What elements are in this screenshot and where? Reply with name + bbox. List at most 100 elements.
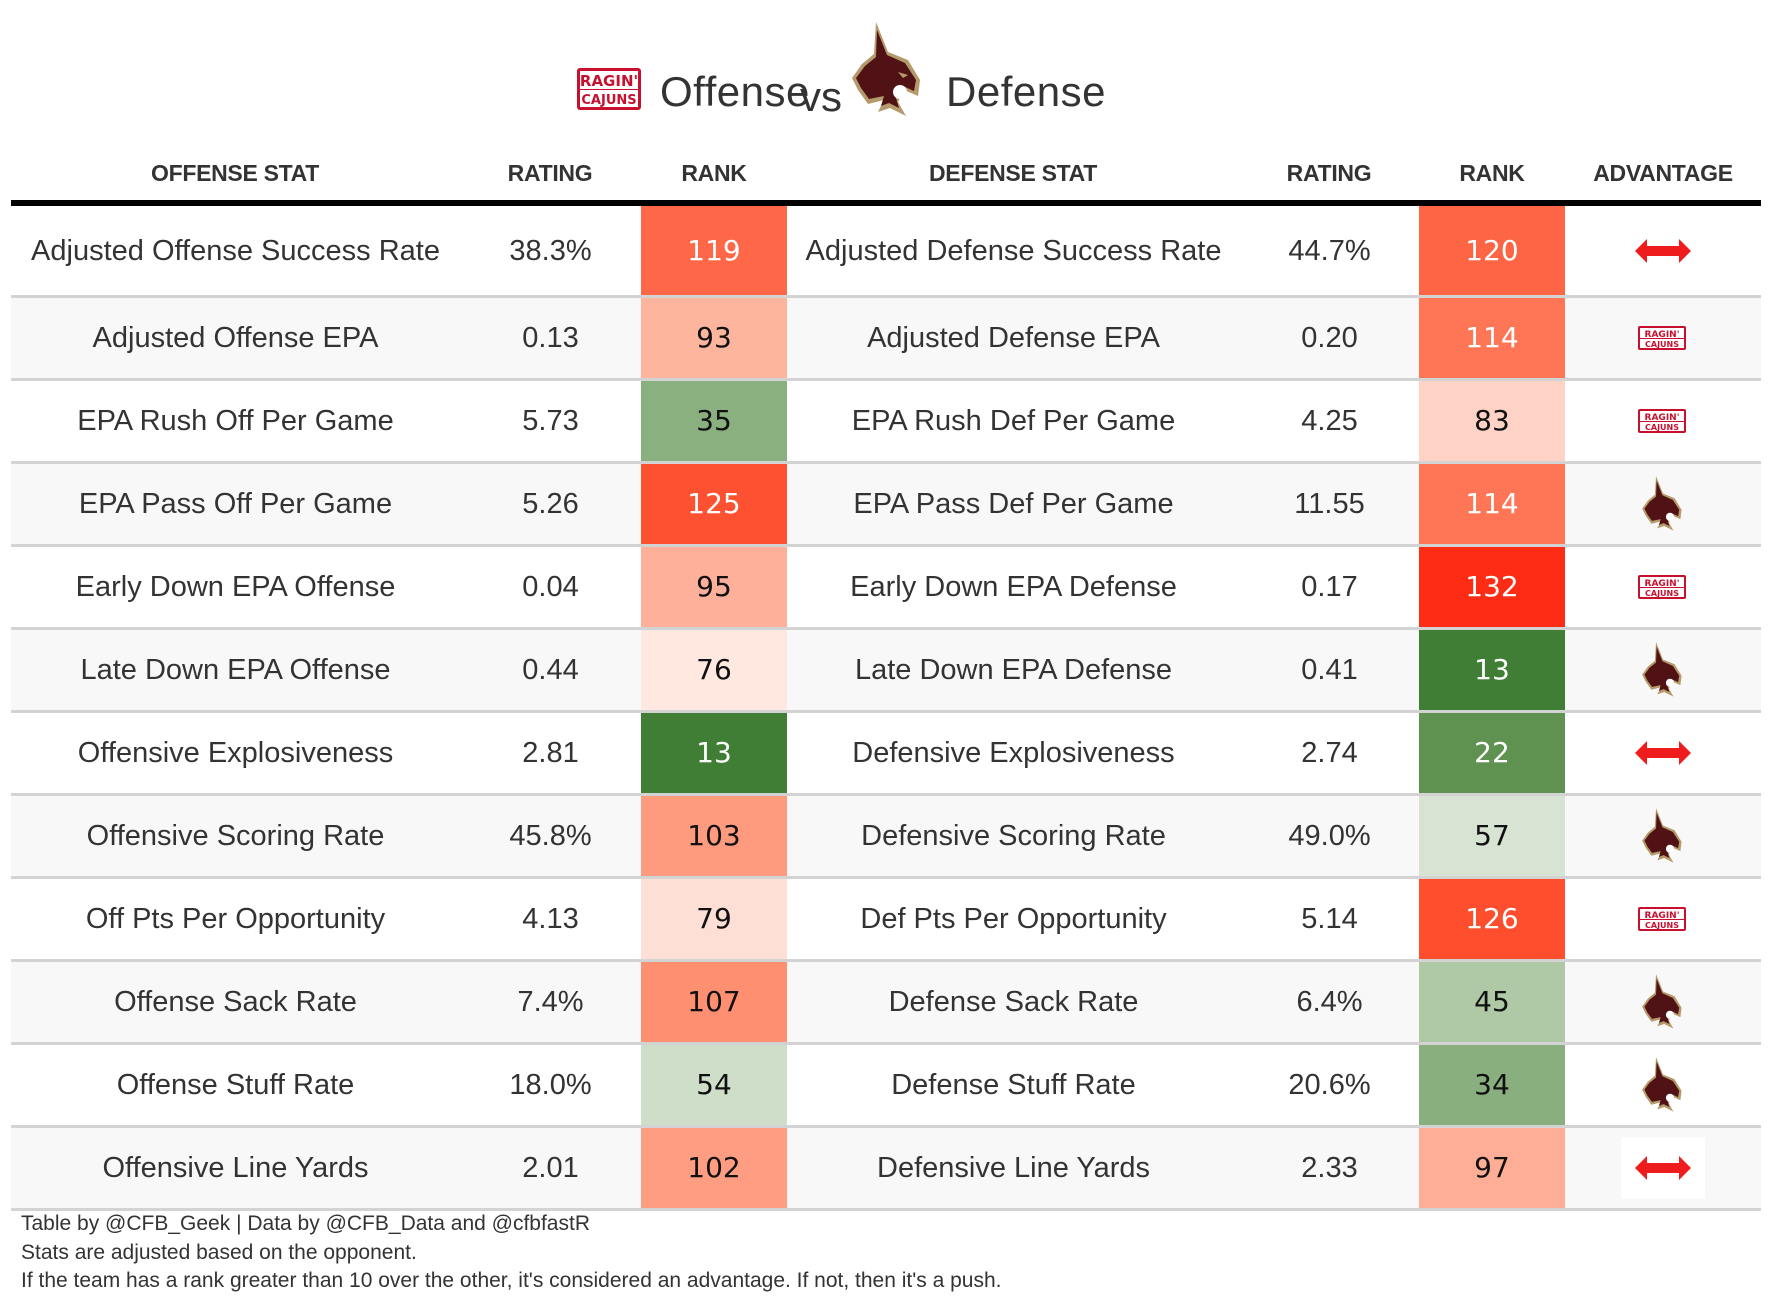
offense-rank: 107 bbox=[641, 962, 787, 1042]
table-row: Early Down EPA Offense 0.04 95 Early Down E… bbox=[11, 547, 1761, 630]
defense-rating: 2.33 bbox=[1301, 1152, 1358, 1184]
ragin-cajuns-logo-icon: RAGIN' CAJUNS bbox=[1621, 888, 1705, 950]
defense-rating: 2.74 bbox=[1301, 737, 1358, 769]
table-row: Adjusted Offense Success Rate 38.3% 119 Adj… bbox=[11, 206, 1761, 298]
offense-rank: 93 bbox=[641, 298, 787, 378]
defense-rating: 11.55 bbox=[1294, 488, 1365, 520]
offense-stat-name: Offensive Line Yards bbox=[102, 1152, 369, 1184]
offense-rating: 5.26 bbox=[522, 488, 579, 520]
advantage-cell bbox=[1565, 962, 1761, 1042]
offense-rank: 102 bbox=[641, 1128, 787, 1208]
footer-notes: Table by @CFB_Geek | Data by @CFB_Data a… bbox=[21, 1210, 1001, 1296]
header-offense-rating: RATING bbox=[507, 160, 593, 186]
defense-rank: 45 bbox=[1419, 962, 1565, 1042]
offense-stat-name: Offense Stuff Rate bbox=[116, 1069, 355, 1101]
offense-rating: 18.0% bbox=[509, 1069, 592, 1101]
advantage-cell bbox=[1565, 796, 1761, 876]
defense-rank: 22 bbox=[1419, 713, 1565, 793]
defense-stat-name: EPA Pass Def Per Game bbox=[853, 488, 1174, 520]
defense-stat-name: EPA Rush Def Per Game bbox=[851, 405, 1176, 437]
defense-rank: 126 bbox=[1419, 879, 1565, 959]
defense-rank: 114 bbox=[1419, 298, 1565, 378]
svg-text:RAGIN': RAGIN' bbox=[1645, 911, 1680, 921]
bobcat-logo-icon bbox=[1621, 639, 1705, 701]
table-row: Offense Stuff Rate 18.0% 54 Defense Stuff R… bbox=[11, 1045, 1761, 1128]
table-row: EPA Pass Off Per Game 5.26 125 EPA Pass Def… bbox=[11, 464, 1761, 547]
matchup-table: OFFENSE STAT RATING RANK DEFENSE STAT RA… bbox=[11, 152, 1761, 1211]
push-arrow-icon bbox=[1621, 1137, 1705, 1199]
offense-rating: 2.81 bbox=[522, 737, 579, 769]
table-header: OFFENSE STAT RATING RANK DEFENSE STAT RA… bbox=[11, 152, 1761, 206]
offense-rank: 125 bbox=[641, 464, 787, 544]
svg-text:CAJUNS: CAJUNS bbox=[1645, 921, 1679, 930]
svg-text:RAGIN': RAGIN' bbox=[1645, 579, 1680, 589]
offense-stat-name: Adjusted Offense Success Rate bbox=[31, 234, 440, 267]
defense-title: Defense bbox=[946, 68, 1106, 115]
offense-rating: 0.04 bbox=[522, 571, 579, 603]
offense-rating: 0.13 bbox=[522, 322, 579, 354]
header-defense-stat: DEFENSE STAT bbox=[928, 160, 1098, 186]
header-offense-rank: RANK bbox=[681, 160, 747, 186]
advantage-cell: RAGIN' CAJUNS bbox=[1565, 547, 1761, 627]
header-defense-rating: RATING bbox=[1286, 160, 1372, 186]
defense-rating: 44.7% bbox=[1288, 234, 1371, 267]
defense-stat-name: Defensive Explosiveness bbox=[852, 737, 1175, 769]
advantage-cell: RAGIN' CAJUNS bbox=[1565, 381, 1761, 461]
offense-rank: 13 bbox=[641, 713, 787, 793]
offense-stat-name: Offensive Explosiveness bbox=[77, 737, 394, 769]
table-row: Late Down EPA Offense 0.44 76 Late Down EPA… bbox=[11, 630, 1761, 713]
offense-rating: 45.8% bbox=[509, 820, 592, 852]
offense-stat-name: Late Down EPA Offense bbox=[80, 654, 391, 686]
svg-text:CAJUNS: CAJUNS bbox=[1645, 589, 1679, 598]
defense-rank: 114 bbox=[1419, 464, 1565, 544]
offense-rating: 7.4% bbox=[517, 986, 584, 1018]
ragin-cajuns-logo-icon: RAGIN' CAJUNS bbox=[1621, 390, 1705, 452]
defense-rank: 120 bbox=[1419, 206, 1565, 295]
defense-stat-name: Early Down EPA Defense bbox=[850, 571, 1177, 603]
offense-rank: 95 bbox=[641, 547, 787, 627]
defense-stat-name: Adjusted Defense Success Rate bbox=[805, 234, 1222, 267]
bobcat-logo-icon bbox=[1621, 805, 1705, 867]
offense-rank: 35 bbox=[641, 381, 787, 461]
footer-credit: Table by @CFB_Geek | Data by @CFB_Data a… bbox=[21, 1212, 590, 1235]
advantage-cell: RAGIN' CAJUNS bbox=[1565, 298, 1761, 378]
advantage-cell: RAGIN' CAJUNS bbox=[1565, 879, 1761, 959]
vs-label: vs bbox=[800, 73, 842, 120]
table-body: Adjusted Offense Success Rate 38.3% 119 Adj… bbox=[11, 206, 1761, 1211]
svg-text:CAJUNS: CAJUNS bbox=[1645, 423, 1679, 432]
advantage-cell bbox=[1565, 464, 1761, 544]
header-defense-rank: RANK bbox=[1459, 160, 1525, 186]
offense-stat-name: Offense Sack Rate bbox=[114, 986, 357, 1018]
advantage-cell bbox=[1565, 630, 1761, 710]
table-row: Offensive Scoring Rate 45.8% 103 Defensive … bbox=[11, 796, 1761, 879]
defense-stat-name: Def Pts Per Opportunity bbox=[860, 903, 1167, 935]
table-row: Offense Sack Rate 7.4% 107 Defense Sack Rat… bbox=[11, 962, 1761, 1045]
advantage-cell bbox=[1565, 1045, 1761, 1125]
offense-stat-name: Offensive Scoring Rate bbox=[86, 820, 385, 852]
offense-stat-name: EPA Rush Off Per Game bbox=[77, 405, 394, 437]
push-arrow-icon bbox=[1621, 722, 1705, 784]
push-arrow-icon bbox=[1621, 220, 1705, 282]
defense-rating: 0.20 bbox=[1301, 322, 1358, 354]
defense-rank: 97 bbox=[1419, 1128, 1565, 1208]
bobcat-logo-icon bbox=[848, 20, 928, 120]
defense-rating: 6.4% bbox=[1296, 986, 1363, 1018]
offense-stat-name: Adjusted Offense EPA bbox=[92, 322, 379, 354]
svg-text:CAJUNS: CAJUNS bbox=[1645, 340, 1679, 349]
advantage-cell bbox=[1565, 713, 1761, 793]
footer-adjustment-note: Stats are adjusted based on the opponent… bbox=[21, 1240, 417, 1264]
svg-text:CAJUNS: CAJUNS bbox=[581, 93, 636, 108]
advantage-cell bbox=[1565, 206, 1761, 295]
defense-rank: 34 bbox=[1419, 1045, 1565, 1125]
table-title: RAGIN' CAJUNS Offense vs Defense bbox=[0, 18, 1770, 128]
header-offense-stat: OFFENSE STAT bbox=[150, 160, 320, 186]
bobcat-logo-icon bbox=[1621, 473, 1705, 535]
defense-rating: 5.14 bbox=[1301, 903, 1358, 935]
defense-rating: 0.41 bbox=[1301, 654, 1358, 686]
defense-stat-name: Defensive Scoring Rate bbox=[861, 820, 1166, 852]
defense-stat-name: Late Down EPA Defense bbox=[854, 654, 1173, 686]
svg-text:RAGIN': RAGIN' bbox=[580, 72, 638, 90]
defense-rating: 20.6% bbox=[1288, 1069, 1371, 1101]
table-row: Adjusted Offense EPA 0.13 93 Adjusted Defen… bbox=[11, 298, 1761, 381]
offense-rating: 38.3% bbox=[509, 234, 592, 267]
